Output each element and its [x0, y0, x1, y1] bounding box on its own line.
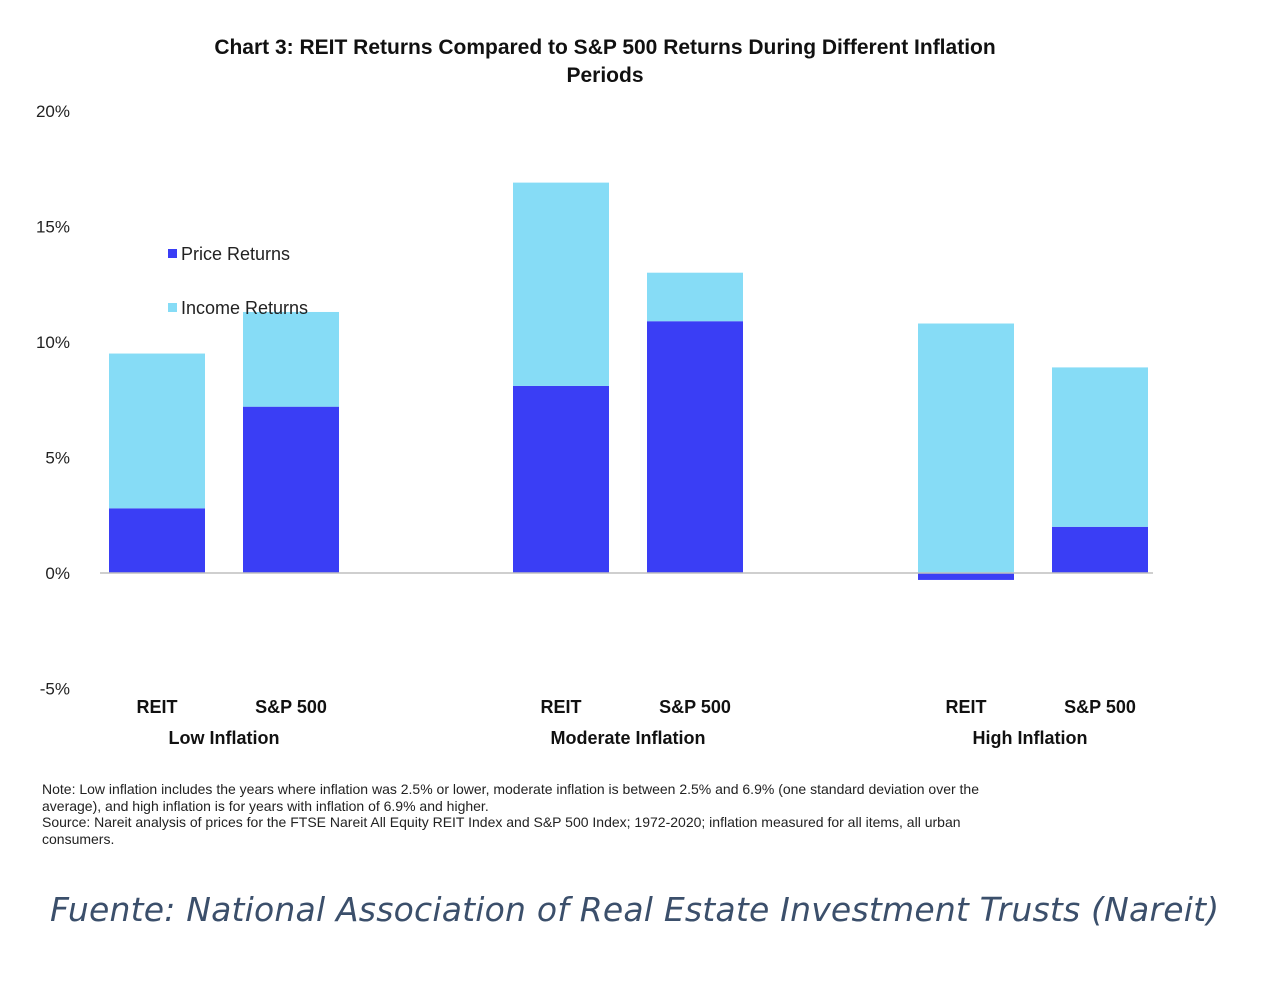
- x-category-label: S&P 500: [255, 697, 327, 717]
- y-tick-label: 0%: [45, 564, 70, 583]
- bar-price-returns: [1052, 526, 1148, 573]
- x-category-label: S&P 500: [659, 697, 731, 717]
- legend-swatch: [168, 303, 177, 312]
- bar-income-returns: [109, 353, 205, 509]
- x-group-label: Moderate Inflation: [550, 728, 705, 748]
- bar-income-returns: [243, 311, 339, 407]
- bar-income-returns: [513, 182, 609, 386]
- chart-title-line-1: Chart 3: REIT Returns Compared to S&P 50…: [214, 36, 996, 59]
- chart-title: Chart 3: REIT Returns Compared to S&P 50…: [100, 34, 1110, 90]
- bar-price-returns: [647, 321, 743, 573]
- x-category-label: REIT: [540, 697, 581, 717]
- source-line: consumers.: [42, 830, 115, 847]
- bar-price-returns: [109, 508, 205, 573]
- y-tick-label: 20%: [36, 102, 70, 121]
- bar-income-returns: [918, 323, 1014, 573]
- bar-price-returns: [243, 406, 339, 573]
- source-line: Source: Nareit analysis of prices for th…: [42, 814, 961, 830]
- note-line: average), and high inflation is for year…: [42, 797, 489, 814]
- x-group-label: High Inflation: [973, 728, 1088, 748]
- y-tick-label: 15%: [36, 218, 70, 237]
- y-tick-label: 5%: [45, 449, 70, 468]
- x-category-label: S&P 500: [1064, 697, 1136, 717]
- bar-income-returns: [647, 272, 743, 322]
- bar-income-returns: [1052, 367, 1148, 527]
- chart-note: Note: Low inflation includes the years w…: [42, 781, 1192, 847]
- y-tick-label: 10%: [36, 333, 70, 352]
- bar-price-returns: [918, 573, 1014, 580]
- x-category-label: REIT: [136, 697, 177, 717]
- x-category-label: REIT: [945, 697, 986, 717]
- legend-label: Price Returns: [181, 244, 290, 264]
- x-group-label: Low Inflation: [169, 728, 280, 748]
- chart-plot: -5% 0% 5% 10% 15% 20% REIT S&P 500 REIT S&P 500 RE…: [36, 102, 1153, 748]
- chart-title-line-2: Periods: [566, 64, 644, 87]
- legend-swatch: [168, 249, 177, 258]
- source-caption: Fuente: National Association of Real Est…: [50, 890, 1220, 929]
- bar-price-returns: [513, 385, 609, 573]
- note-line: Note: Low inflation includes the years w…: [42, 781, 979, 797]
- y-tick-label: -5%: [40, 680, 70, 699]
- legend-label: Income Returns: [181, 298, 308, 318]
